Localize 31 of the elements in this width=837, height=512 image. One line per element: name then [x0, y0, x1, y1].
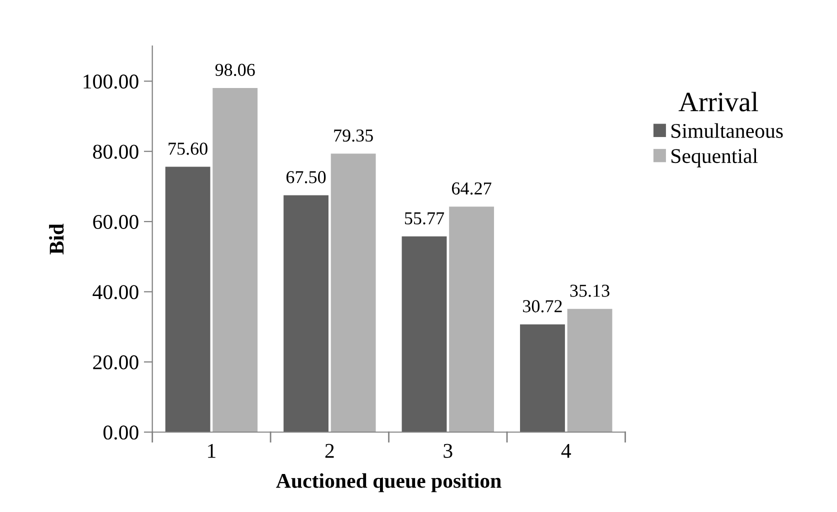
- bar: [402, 236, 447, 432]
- bar: [520, 324, 565, 432]
- bar: [284, 195, 328, 432]
- bar: [449, 206, 494, 432]
- data-label: 79.35: [334, 130, 373, 142]
- bar: [165, 166, 210, 432]
- data-label: 75.60: [168, 142, 208, 155]
- y-tick-label: 80.00: [93, 144, 138, 159]
- y-tick-label: 100.00: [84, 74, 138, 89]
- y-tick-label: 60.00: [93, 214, 138, 230]
- x-tick-label: 1: [208, 444, 216, 458]
- legend-label: Simultaneous: [672, 123, 783, 138]
- bar: [330, 154, 376, 432]
- x-axis-title: Auctioned queue position: [276, 473, 502, 492]
- x-tick-label: 3: [444, 444, 452, 458]
- y-tick-label: 20.00: [93, 355, 138, 370]
- legend-title: Arrival: [678, 92, 758, 112]
- data-label: 30.72: [523, 300, 562, 312]
- x-tick-label: 2: [325, 444, 334, 458]
- y-tick-label: 0.00: [103, 426, 138, 440]
- legend-label: Sequential: [672, 148, 758, 168]
- x-tick-label: 4: [561, 444, 572, 458]
- data-label: 67.50: [286, 171, 326, 184]
- data-label: 55.77: [404, 212, 444, 224]
- data-label: 98.06: [215, 64, 255, 76]
- data-label: 64.27: [452, 182, 492, 195]
- bar: [212, 88, 258, 432]
- y-axis-title: Bid: [49, 224, 64, 254]
- data-label: 35.13: [570, 284, 610, 297]
- y-tick-label: 40.00: [92, 285, 138, 300]
- bar: [567, 308, 612, 432]
